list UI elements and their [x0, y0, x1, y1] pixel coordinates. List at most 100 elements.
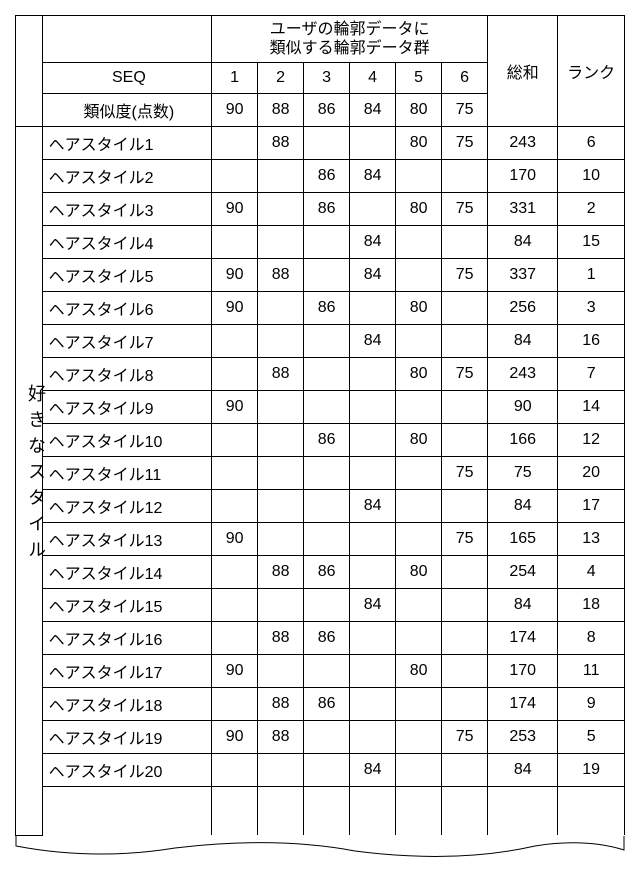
torn-cell: [442, 787, 488, 836]
row-rank: 6: [558, 127, 625, 160]
table-row: ヘアスタイル20848419: [16, 754, 625, 787]
row-name: ヘアスタイル9: [42, 391, 211, 424]
cell-value: [258, 490, 304, 523]
sim-3: 86: [304, 94, 350, 127]
row-sum: 84: [488, 325, 558, 358]
cell-value: [350, 127, 396, 160]
cell-value: 88: [258, 688, 304, 721]
row-name: ヘアスタイル18: [42, 688, 211, 721]
cell-value: [442, 292, 488, 325]
cell-value: [396, 589, 442, 622]
cell-value: [442, 622, 488, 655]
torn-cell: [488, 787, 558, 836]
row-sum: 253: [488, 721, 558, 754]
table-row: 好きなスタイルヘアスタイル18880752436: [16, 127, 625, 160]
row-name: ヘアスタイル15: [42, 589, 211, 622]
table-row: ヘアスタイル1688861748: [16, 622, 625, 655]
cell-value: [350, 292, 396, 325]
sum-header: 総和: [488, 16, 558, 127]
cell-value: 86: [304, 688, 350, 721]
cell-value: 84: [350, 589, 396, 622]
row-name: ヘアスタイル4: [42, 226, 211, 259]
row-rank: 11: [558, 655, 625, 688]
cell-value: [350, 688, 396, 721]
row-name: ヘアスタイル7: [42, 325, 211, 358]
row-rank: 13: [558, 523, 625, 556]
cell-value: 86: [304, 160, 350, 193]
seq-6: 6: [442, 63, 488, 94]
row-name: ヘアスタイル6: [42, 292, 211, 325]
row-rank: 10: [558, 160, 625, 193]
row-sum: 256: [488, 292, 558, 325]
row-name: ヘアスタイル17: [42, 655, 211, 688]
cell-value: [442, 226, 488, 259]
cell-value: [212, 754, 258, 787]
row-rank: 4: [558, 556, 625, 589]
cell-value: [442, 754, 488, 787]
group-label-2: 類似する輪郭データ群: [270, 40, 430, 57]
row-rank: 5: [558, 721, 625, 754]
row-rank: 12: [558, 424, 625, 457]
cell-value: [258, 292, 304, 325]
row-sum: 174: [488, 688, 558, 721]
row-sum: 75: [488, 457, 558, 490]
cell-value: [212, 127, 258, 160]
cell-value: 90: [212, 523, 258, 556]
cell-value: [350, 358, 396, 391]
row-name: ヘアスタイル8: [42, 358, 211, 391]
torn-cell: [350, 787, 396, 836]
cell-value: 80: [396, 127, 442, 160]
cell-value: [212, 622, 258, 655]
table-row: ヘアスタイル17908017011: [16, 655, 625, 688]
cell-value: [350, 655, 396, 688]
table-row: ヘアスタイル4848415: [16, 226, 625, 259]
cell-value: 88: [258, 622, 304, 655]
row-sum: 337: [488, 259, 558, 292]
header-blank: [42, 16, 211, 63]
cell-value: [258, 226, 304, 259]
cell-value: [396, 490, 442, 523]
row-name: ヘアスタイル14: [42, 556, 211, 589]
cell-value: [396, 688, 442, 721]
cell-value: 75: [442, 457, 488, 490]
torn-cell: [258, 787, 304, 836]
cell-value: 86: [304, 556, 350, 589]
table-row: ヘアスタイル88880752437: [16, 358, 625, 391]
table-row: ヘアスタイル2868417010: [16, 160, 625, 193]
row-sum: 331: [488, 193, 558, 226]
cell-value: [258, 424, 304, 457]
row-sum: 84: [488, 490, 558, 523]
cell-value: 84: [350, 490, 396, 523]
row-rank: 16: [558, 325, 625, 358]
cell-value: [350, 721, 396, 754]
row-rank: 3: [558, 292, 625, 325]
row-rank: 8: [558, 622, 625, 655]
row-rank: 7: [558, 358, 625, 391]
cell-value: [258, 457, 304, 490]
cell-value: [212, 490, 258, 523]
table-row: ヘアスタイル11757520: [16, 457, 625, 490]
table-row: ヘアスタイル199088752535: [16, 721, 625, 754]
row-rank: 1: [558, 259, 625, 292]
cell-value: [442, 688, 488, 721]
cell-value: [212, 424, 258, 457]
cell-value: 75: [442, 259, 488, 292]
row-sum: 90: [488, 391, 558, 424]
cell-value: 86: [304, 622, 350, 655]
cell-value: [396, 622, 442, 655]
cell-value: [212, 325, 258, 358]
cell-value: 86: [304, 292, 350, 325]
cell-value: [350, 523, 396, 556]
row-rank: 9: [558, 688, 625, 721]
cell-value: [442, 655, 488, 688]
cell-value: 88: [258, 358, 304, 391]
table-row: ヘアスタイル9909014: [16, 391, 625, 424]
cell-value: [396, 160, 442, 193]
cell-value: [350, 556, 396, 589]
group-label-1: ユーザの輪郭データに: [270, 21, 430, 38]
table-row: ヘアスタイル13907516513: [16, 523, 625, 556]
cell-value: 75: [442, 523, 488, 556]
cell-value: [258, 523, 304, 556]
cell-value: 90: [212, 655, 258, 688]
cell-value: [304, 127, 350, 160]
